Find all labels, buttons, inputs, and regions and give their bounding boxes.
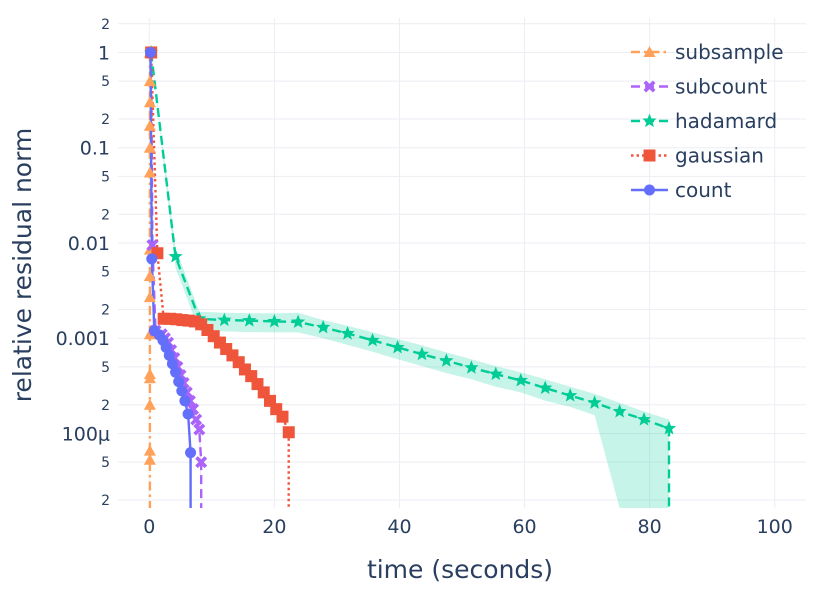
data-point	[642, 113, 657, 128]
data-point	[143, 96, 156, 108]
data-point	[217, 312, 232, 327]
y-minor-tick-label: 5	[101, 74, 110, 90]
data-point	[143, 398, 156, 410]
band-hadamard	[151, 52, 670, 508]
data-point	[245, 370, 258, 383]
y-minor-tick-label: 2	[101, 493, 110, 509]
y-tick-labels: 1 0.1 0.01 0.001 100μ 2 5 2 5 2 5 2 5 2 5 2	[56, 17, 110, 509]
data-point	[643, 80, 656, 93]
y-minor-tick-label: 5	[101, 360, 110, 376]
series-lines	[148, 52, 671, 508]
data-point	[390, 339, 405, 354]
data-point	[661, 420, 677, 435]
data-point	[143, 269, 156, 281]
data-point	[166, 358, 178, 370]
data-point	[267, 313, 282, 328]
data-point	[488, 366, 503, 381]
legend-item-subsample[interactable]: subsample	[631, 40, 784, 64]
data-point	[143, 119, 156, 131]
x-axis-title: time (seconds)	[367, 555, 553, 584]
data-point	[176, 385, 188, 397]
y-minor-tick-label: 5	[101, 455, 110, 471]
legend-item-gaussian[interactable]: gaussian	[631, 144, 764, 168]
data-point	[587, 395, 602, 409]
y-minor-tick-label: 2	[101, 17, 110, 33]
data-point	[143, 75, 156, 87]
data-point	[179, 395, 191, 407]
data-point	[513, 372, 528, 387]
legend-item-count[interactable]: count	[631, 178, 732, 202]
data-point	[644, 184, 655, 196]
line-subcount	[149, 52, 203, 508]
data-point	[291, 314, 306, 329]
data-point	[143, 372, 156, 384]
y-minor-tick-label: 2	[101, 398, 110, 414]
data-point	[643, 149, 656, 162]
legend-item-subcount[interactable]: subcount	[631, 75, 767, 99]
legend-label: hadamard	[675, 109, 777, 133]
y-tick-label: 100μ	[62, 423, 110, 445]
x-tick-labels: 0 20 40 60 80 100	[143, 516, 793, 538]
grid	[118, 18, 806, 508]
legend-label: count	[675, 178, 732, 202]
x-tick-label: 20	[262, 516, 286, 538]
data-point	[316, 319, 331, 334]
data-point	[163, 349, 175, 361]
series-markers	[143, 44, 677, 469]
data-point	[190, 413, 203, 426]
y-tick-label: 0.01	[68, 233, 110, 255]
data-point	[168, 249, 183, 263]
data-point	[193, 423, 206, 436]
y-minor-tick-label: 5	[101, 169, 110, 185]
line-gaussian	[149, 52, 290, 508]
data-point	[340, 326, 355, 340]
data-point	[143, 444, 156, 456]
x-tick-label: 100	[757, 516, 793, 538]
data-point	[195, 456, 208, 469]
data-point	[143, 166, 156, 178]
legend-label: subsample	[675, 40, 784, 64]
data-point	[182, 408, 194, 420]
data-point	[173, 376, 185, 388]
y-tick-label: 0.001	[56, 328, 110, 350]
x-tick-label: 80	[638, 516, 662, 538]
data-point	[185, 447, 197, 459]
data-point	[538, 380, 553, 395]
data-point	[439, 353, 454, 367]
legend[interactable]: subsample subcount hadamard gaussian count	[631, 40, 784, 202]
y-minor-tick-label: 2	[101, 303, 110, 319]
y-tick-label: 0.1	[80, 138, 110, 160]
data-point	[143, 141, 156, 153]
legend-label: gaussian	[675, 144, 764, 168]
x-tick-label: 0	[143, 516, 155, 538]
data-point	[643, 46, 656, 57]
y-minor-tick-label: 2	[101, 112, 110, 128]
data-point	[146, 253, 158, 265]
data-point	[414, 346, 430, 361]
data-point	[563, 388, 578, 402]
data-point	[464, 360, 479, 374]
data-point	[636, 412, 652, 426]
data-point	[170, 366, 182, 378]
data-point	[242, 313, 257, 327]
data-point	[282, 426, 295, 439]
y-tick-label: 1	[98, 42, 110, 64]
data-point	[143, 291, 156, 303]
x-tick-label: 40	[387, 516, 411, 538]
data-point	[145, 46, 157, 58]
data-point	[612, 404, 627, 418]
data-point	[143, 453, 156, 465]
y-minor-tick-label: 5	[101, 265, 110, 281]
y-minor-tick-label: 2	[101, 207, 110, 223]
legend-label: subcount	[675, 75, 767, 99]
data-point	[365, 332, 380, 347]
band-subcount	[151, 52, 202, 508]
x-tick-label: 60	[512, 516, 536, 538]
line-hadamard	[149, 52, 671, 508]
error-bands	[150, 52, 670, 508]
data-point	[276, 410, 289, 423]
legend-item-hadamard[interactable]: hadamard	[631, 109, 777, 133]
y-axis-title: relative residual norm	[8, 128, 37, 403]
